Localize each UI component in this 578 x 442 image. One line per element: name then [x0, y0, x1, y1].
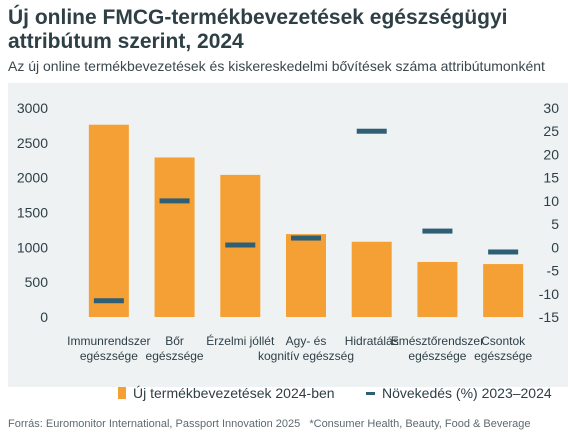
x-tick-label-line: Érzelmi jóllét — [206, 333, 275, 348]
y-right-tick-label: 15 — [543, 170, 559, 186]
x-tick-label: Bőr egészsége — [146, 334, 204, 363]
bar — [483, 264, 524, 317]
chart-svg: 0 500 1000 1500 2000 2500 3000 -15 -10 -5 0 5 10 15 20… — [17, 100, 560, 363]
x-tick-label-line: Immunrendszer — [67, 334, 150, 348]
x-tick-label-line: Emésztőrendszer — [391, 334, 484, 348]
x-tick-label-line: Bőr — [165, 334, 184, 348]
x-tick-label-line: kognitív egészség — [258, 349, 354, 363]
chart-plot-area: 0 500 1000 1500 2000 2500 3000 -15 -10 -5 0 5 10 15 20… — [8, 83, 568, 387]
y-left-tick-label: 2000 — [17, 170, 48, 186]
x-tick-label: Immunrendszer egészsége — [67, 334, 150, 363]
source-footnote: *Consumer Health, Beauty, Food & Beverag… — [309, 418, 531, 430]
growth-marker — [159, 198, 190, 204]
growth-marker — [93, 298, 124, 304]
growth-marker — [225, 242, 256, 248]
y-right-tick-label: 20 — [543, 146, 559, 162]
growth-marker — [488, 249, 519, 255]
legend-item-markers: Növekedés (%) 2023–2024 — [366, 385, 552, 401]
x-tick-label: Hidratálás — [345, 334, 399, 348]
x-tick-label: Agy- és kognitív egészség — [258, 334, 354, 363]
growth-marker — [356, 128, 387, 134]
x-tick-label-line: egészsége — [408, 349, 466, 363]
x-tick-label: Csontok egészsége — [474, 334, 532, 363]
x-tick-label: Érzelmi jóllét — [206, 333, 275, 348]
legend-markers-label: Növekedés (%) 2023–2024 — [382, 385, 552, 401]
y-right-tick-label: 10 — [543, 193, 559, 209]
x-tick-label-line: egészsége — [474, 349, 532, 363]
growth-marker — [291, 235, 321, 241]
y-right-tick-label: 30 — [543, 100, 559, 116]
bar — [286, 234, 326, 317]
y-left-tick-label: 1000 — [17, 239, 48, 255]
y-right-tick-label: 5 — [551, 216, 559, 232]
y-right-tick-label: -15 — [539, 309, 559, 325]
source-text: Forrás: Euromonitor International, Passp… — [8, 418, 301, 430]
chart-legend: Új termékbevezetések 2024-ben Növekedés … — [0, 385, 578, 405]
bar — [417, 261, 458, 317]
x-tick-label-line: Csontok — [481, 334, 526, 348]
y-left-tick-label: 500 — [25, 274, 49, 290]
y-left-tick-label: 1500 — [17, 205, 48, 221]
chart-title: Új online FMCG-termékbevezetések egészsé… — [8, 6, 508, 53]
legend-item-bars: Új termékbevezetések 2024-ben — [118, 385, 335, 401]
y-left-tick-label: 3000 — [17, 100, 48, 116]
x-tick-label-line: egészsége — [146, 349, 204, 363]
x-tick-label-line: Hidratálás — [345, 334, 399, 348]
x-tick-label: Emésztőrendszer egészsége — [391, 334, 484, 363]
x-tick-label-line: Agy- és — [286, 334, 327, 348]
x-tick-label-line: egészsége — [80, 349, 138, 363]
bar — [154, 157, 195, 317]
y-right-tick-label: -5 — [547, 263, 560, 279]
y-right-tick-label: -10 — [539, 286, 559, 302]
legend-bars-label: Új termékbevezetések 2024-ben — [133, 385, 335, 401]
y-left-tick-label: 2500 — [17, 135, 48, 151]
legend-bar-swatch — [118, 387, 126, 399]
y-right-tick-label: 25 — [543, 123, 559, 139]
source-note: Forrás: Euromonitor International, Passp… — [8, 418, 573, 430]
bar — [88, 124, 129, 317]
legend-marker-swatch — [366, 391, 375, 395]
growth-marker — [422, 228, 453, 234]
y-right-tick-label: 0 — [551, 239, 559, 255]
bar — [351, 241, 392, 317]
chart-subtitle: Az új online termékbevezetések és kisker… — [8, 58, 545, 74]
y-left-tick-label: 0 — [40, 309, 48, 325]
